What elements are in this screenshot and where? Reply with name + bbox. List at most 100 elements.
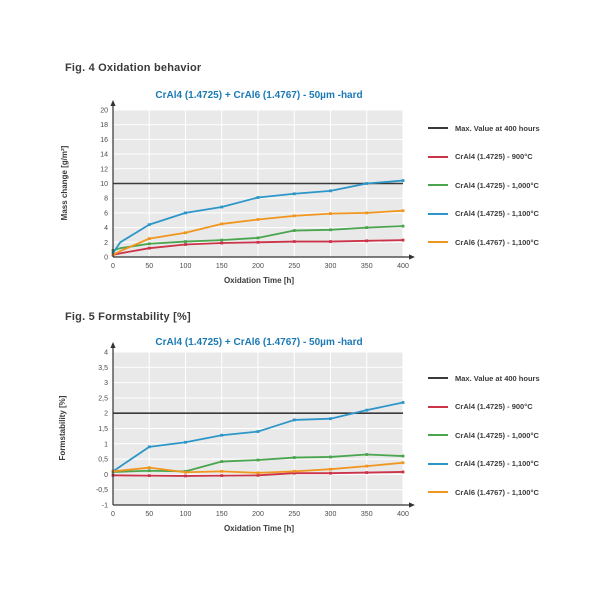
- data-point-marker: [147, 246, 151, 250]
- y-tick-label: 1,5: [98, 426, 108, 433]
- data-point-marker: [401, 179, 405, 182]
- y-axis-arrow-icon: [110, 100, 116, 106]
- x-tick-label: 50: [145, 511, 153, 518]
- data-point-marker: [256, 471, 260, 475]
- legend-label: CrAl6 (1.4767) - 1,100°C: [455, 237, 539, 247]
- data-point-marker: [365, 211, 369, 215]
- data-point-marker: [184, 474, 187, 478]
- x-tick-label: 100: [180, 511, 192, 518]
- fig5-x-axis-label: Oxidation Time [h]: [223, 524, 295, 533]
- legend-line-swatch: [428, 127, 448, 129]
- y-tick-label: -0,5: [96, 487, 108, 494]
- y-tick-label: 4: [104, 350, 108, 357]
- data-point-marker: [220, 460, 224, 463]
- legend-label: Max. Value at 400 hours: [455, 123, 540, 133]
- data-point-marker: [292, 240, 296, 243]
- data-point-marker: [184, 470, 187, 474]
- legend-item: Max. Value at 400 hours: [428, 122, 540, 134]
- legend-line-swatch: [428, 155, 448, 158]
- data-point-marker: [401, 461, 405, 465]
- y-tick-label: 2: [104, 240, 108, 247]
- data-point-marker: [292, 469, 296, 473]
- legend-item: CrAl4 (1.4725) - 900°C: [428, 401, 533, 413]
- data-point-marker: [329, 189, 332, 193]
- data-point-marker: [365, 226, 369, 229]
- fig5-caption: Fig. 5 Formstability [%]: [65, 311, 191, 323]
- data-point-marker: [220, 222, 224, 226]
- legend-line-swatch: [428, 405, 448, 408]
- data-point-marker: [329, 455, 332, 459]
- y-tick-label: 0: [104, 255, 108, 262]
- legend-line-swatch: [428, 462, 448, 465]
- legend-item: CrAl4 (1.4725) - 1,100°C: [428, 208, 539, 220]
- legend-label: CrAl4 (1.4725) - 1,100°C: [455, 459, 539, 468]
- y-tick-label: 18: [100, 122, 108, 129]
- x-tick-label: 0: [111, 263, 115, 270]
- legend-line-swatch: [428, 212, 448, 215]
- data-point-marker: [292, 229, 296, 232]
- data-point-marker: [401, 401, 405, 404]
- y-tick-label: 0: [104, 472, 108, 479]
- data-point-marker: [147, 223, 151, 227]
- data-point-marker: [329, 212, 332, 216]
- data-point-marker: [401, 238, 405, 242]
- x-tick-label: 0: [111, 511, 115, 518]
- data-point-marker: [220, 205, 224, 209]
- data-point-marker: [147, 474, 151, 478]
- data-point-marker: [220, 238, 224, 242]
- legend-item: CrAl6 (1.4767) - 1,100°C: [428, 236, 539, 248]
- data-point-marker: [256, 196, 260, 199]
- data-point-marker: [365, 471, 369, 474]
- data-point-marker: [329, 471, 332, 475]
- legend-label: CrAl4 (1.4725) - 1,100°C: [455, 209, 539, 218]
- x-tick-label: 150: [216, 511, 228, 518]
- data-point-marker: [220, 469, 224, 473]
- data-point-marker: [292, 214, 296, 218]
- data-point-marker: [184, 211, 187, 215]
- data-point-marker: [220, 241, 224, 245]
- y-tick-label: 4: [104, 225, 108, 232]
- y-tick-label: 2,5: [98, 395, 108, 402]
- y-tick-label: 1: [104, 441, 108, 448]
- legend-line-swatch: [428, 434, 448, 436]
- data-point-marker: [365, 182, 369, 185]
- data-point-marker: [256, 236, 260, 240]
- legend-label: Max. Value at 400 hours: [455, 373, 540, 383]
- data-point-marker: [184, 243, 187, 246]
- x-tick-label: 200: [252, 263, 264, 270]
- legend-label: CrAl4 (1.4725) - 900°C: [455, 152, 533, 161]
- x-tick-label: 150: [216, 263, 228, 270]
- fig5-y-axis-label: Formstability [%]: [58, 395, 67, 461]
- legend-label: CrAl6 (1.4767) - 1,100°C: [455, 487, 539, 497]
- data-point-marker: [256, 240, 260, 244]
- legend-label: CrAl4 (1.4725) - 1,000°C: [455, 430, 539, 440]
- y-tick-label: 10: [100, 181, 108, 188]
- fig4-y-axis-label: Mass change [g/m²]: [60, 145, 69, 221]
- y-tick-label: 3: [104, 380, 108, 387]
- legend-line-swatch: [428, 184, 448, 186]
- fig4-x-axis-label: Oxidation Time [h]: [223, 276, 295, 285]
- data-point-marker: [401, 454, 405, 458]
- y-tick-label: 20: [100, 108, 108, 115]
- x-axis-arrow-icon: [409, 254, 415, 260]
- data-point-marker: [184, 440, 187, 444]
- data-point-marker: [292, 192, 296, 196]
- data-point-marker: [147, 469, 151, 473]
- x-tick-label: 100: [180, 263, 192, 270]
- y-tick-label: 0,5: [98, 457, 108, 464]
- x-tick-label: 250: [288, 263, 300, 270]
- y-tick-label: 6: [104, 210, 108, 217]
- data-point-marker: [365, 408, 369, 412]
- x-tick-label: 350: [361, 511, 373, 518]
- legend-line-swatch: [428, 491, 448, 493]
- data-point-marker: [365, 453, 369, 456]
- data-point-marker: [329, 228, 332, 232]
- data-point-marker: [256, 458, 260, 462]
- x-axis-arrow-icon: [409, 502, 415, 508]
- series-line: [112, 225, 404, 252]
- data-point-marker: [329, 240, 332, 243]
- data-point-marker: [401, 470, 405, 474]
- data-point-marker: [147, 242, 151, 246]
- x-tick-label: 50: [145, 263, 153, 270]
